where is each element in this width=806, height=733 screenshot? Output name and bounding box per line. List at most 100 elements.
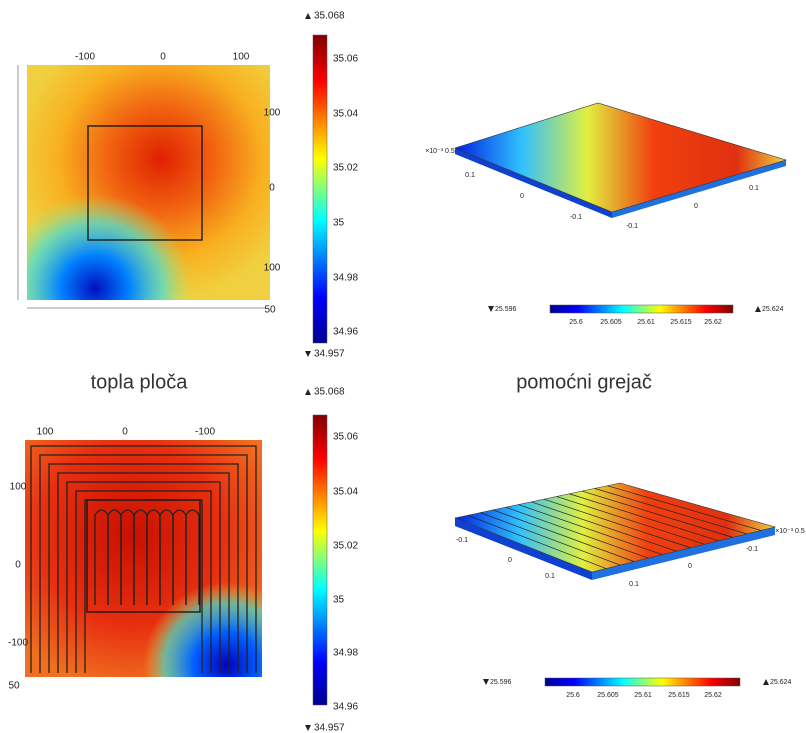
heater-pipe [607, 485, 762, 531]
axis-label: 0.1 [629, 581, 639, 588]
axis-label: 0 [122, 427, 128, 438]
colorbar-tick: 35.02 [333, 541, 358, 552]
heater-pipe [569, 493, 719, 542]
axis-label: 0 [688, 563, 692, 570]
axis-label: 100 [37, 427, 54, 438]
colorbar-tick: 34.96 [333, 702, 358, 713]
colorbar-tick: 25.61 [634, 692, 652, 699]
axis-label: -100 [8, 638, 28, 649]
caption: topla ploča [91, 371, 189, 393]
axis-label: 100 [233, 52, 250, 63]
heatmap-cold [27, 65, 270, 300]
colorbar-max: 25.624 [770, 679, 792, 686]
region-outline [86, 499, 201, 613]
axis-label: 0 [694, 203, 698, 210]
colorbar-tick: 25.61 [637, 319, 655, 326]
axis-label: 0.1 [749, 185, 759, 192]
colorbar-tick: 25.605 [600, 319, 622, 326]
heater-pipe [480, 512, 621, 566]
min-marker [488, 306, 494, 312]
colorbar-tick: 35.06 [333, 432, 358, 443]
axis-label: -0.1 [456, 537, 468, 544]
colorbar [549, 304, 734, 314]
colorbar-tick: 35.04 [333, 487, 358, 498]
axis-label: -0.1 [746, 546, 758, 553]
heater-pipe [492, 509, 635, 562]
max-marker [763, 679, 769, 685]
axis-label: ×10⁻³ 0.5 [425, 148, 455, 155]
colorbar-max: 25.624 [762, 306, 784, 313]
heater-pipe [505, 506, 649, 559]
axis-label: 0 [520, 193, 524, 200]
colorbar-tick: 35 [333, 218, 345, 229]
axis-label: 50 [8, 681, 20, 692]
axis-label: 0 [15, 560, 21, 571]
heater-pipe [518, 504, 663, 556]
caption: pomoćni grejač [516, 371, 652, 393]
heatmap-cold [25, 440, 262, 677]
colorbar-tick: 25.605 [597, 692, 619, 699]
colorbar-max: 35.068 [314, 387, 345, 398]
region-outline [87, 125, 203, 241]
plate-side [455, 148, 612, 218]
colorbar-tick: 34.98 [333, 648, 358, 659]
heater-pipe [39, 454, 248, 673]
colorbar-max: 35.068 [314, 11, 345, 22]
axis-label: 0 [508, 557, 512, 564]
plate-side [455, 518, 592, 580]
colorbar-tick: 35.02 [333, 163, 358, 174]
heater-pipe [581, 490, 733, 538]
colorbar [544, 677, 741, 687]
heater-pipe [543, 498, 691, 549]
colorbar-tick: 35.06 [333, 54, 358, 65]
axis-label: 0.1 [545, 573, 555, 580]
axis-label: -100 [195, 427, 215, 438]
plate-side [592, 527, 775, 580]
heater-pipe [48, 463, 239, 673]
max-marker [755, 306, 761, 312]
axis-label: 0.1 [465, 172, 475, 179]
colorbar-tick: 25.6 [569, 319, 583, 326]
heater-pipe [467, 514, 607, 569]
axis-label: -100 [75, 52, 95, 63]
colorbar-min: 25.596 [495, 306, 517, 313]
axis-label: -0.1 [570, 214, 582, 221]
heater-pipe [66, 481, 221, 673]
colorbar-min: 34.957 [314, 723, 345, 733]
min-marker [305, 351, 311, 357]
axis-label: 100 [264, 263, 281, 274]
max-marker [305, 389, 311, 395]
heater-pipe [531, 501, 677, 552]
colorbar-min: 25.596 [490, 679, 512, 686]
axis-label: 100 [10, 482, 27, 493]
max-marker [305, 13, 311, 19]
min-marker [305, 725, 311, 731]
axis-label: 50 [264, 305, 276, 316]
min-marker [483, 679, 489, 685]
axis-label: 100 [264, 108, 281, 119]
axis-label: -0.1 [626, 223, 638, 230]
axis-label: 0 [160, 52, 166, 63]
colorbar-tick: 34.98 [333, 273, 358, 284]
colorbar-min: 34.957 [314, 349, 345, 360]
heater-pipe [75, 490, 212, 673]
heater-pipe [556, 496, 705, 545]
colorbar [312, 34, 328, 344]
plate-top [454, 102, 788, 213]
colorbar-tick: 25.6 [566, 692, 580, 699]
colorbar-tick: 25.615 [670, 319, 692, 326]
colorbar-tick: 34.96 [333, 327, 358, 338]
colorbar-tick: 25.62 [704, 319, 722, 326]
axis-label: 0 [269, 183, 275, 194]
heater-pipe [57, 472, 230, 673]
heater-pipe [185, 509, 200, 605]
heater-pipe [30, 445, 257, 673]
colorbar-tick: 25.615 [668, 692, 690, 699]
colorbar-tick: 35.04 [333, 109, 358, 120]
plate-top [453, 482, 777, 573]
axis-label: ×10⁻³ 0.5 [775, 528, 805, 535]
plate-side [612, 160, 786, 218]
colorbar-tick: 25.62 [704, 692, 722, 699]
layer: -100 0 100 100 0 100 50 35.06 35.04 35.02 35 34.98 3… [8, 11, 805, 733]
